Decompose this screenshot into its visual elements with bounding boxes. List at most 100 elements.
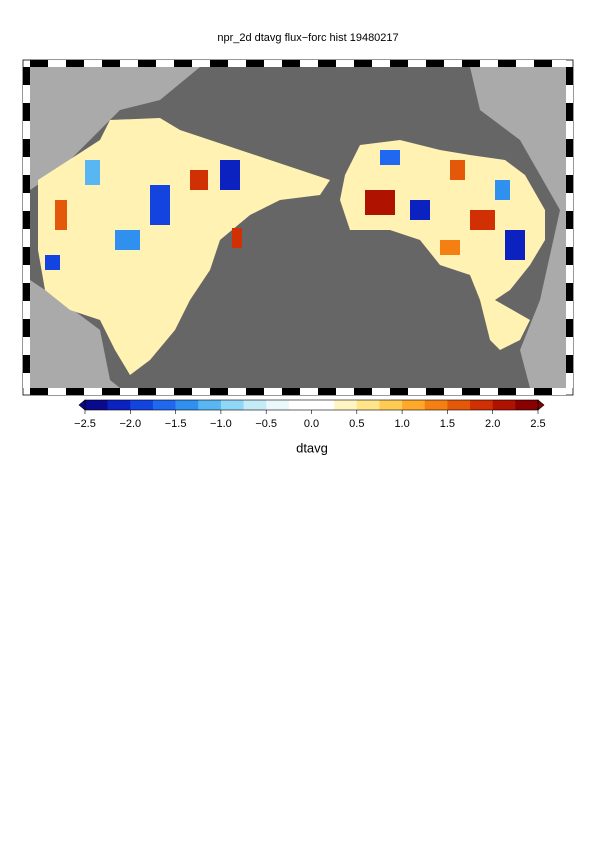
- border-segment: [66, 388, 84, 395]
- border-segment: [498, 60, 516, 67]
- colorbar-tick-label: −1.0: [210, 418, 232, 430]
- border-segment: [566, 373, 573, 388]
- border-segment: [120, 60, 138, 67]
- border-segment: [23, 67, 30, 85]
- border-segment: [566, 175, 573, 193]
- border-segment: [282, 60, 300, 67]
- colorbar-segment: [424, 400, 448, 410]
- border-segment: [23, 175, 30, 193]
- border-segment: [566, 67, 573, 85]
- colorbar-tick-label: 2.5: [530, 418, 545, 430]
- border-segment: [282, 388, 300, 395]
- colorbar-segment: [379, 400, 403, 410]
- data-patches: [45, 150, 525, 270]
- border-segment: [498, 388, 516, 395]
- border-segment: [23, 157, 30, 175]
- border-segment: [354, 388, 372, 395]
- colorbar-segment: [220, 400, 244, 410]
- colorbar-segment: [130, 400, 154, 410]
- border-segment: [23, 373, 30, 388]
- colorbar-segment: [288, 400, 312, 410]
- border-segment: [23, 319, 30, 337]
- border-segment: [444, 388, 462, 395]
- colorbar-segment: [243, 400, 267, 410]
- colorbar-segment: [152, 400, 176, 410]
- border-segment: [156, 388, 174, 395]
- border-segment: [390, 388, 408, 395]
- border-segment: [566, 355, 573, 373]
- border-segment: [138, 388, 156, 395]
- border-segment: [462, 60, 480, 67]
- border-segment: [566, 247, 573, 265]
- colorbar-segment: [198, 400, 222, 410]
- border-segment: [534, 388, 552, 395]
- colorbar-segment: [85, 400, 108, 410]
- border-segment: [552, 388, 566, 395]
- border-segment: [566, 283, 573, 301]
- border-segment: [444, 60, 462, 67]
- colorbar-tick-label: 1.0: [394, 418, 409, 430]
- border-segment: [23, 229, 30, 247]
- border-segment: [300, 388, 318, 395]
- colorbar-tick-label: −0.5: [255, 418, 277, 430]
- colorbar-segment: [447, 400, 471, 410]
- border-segment: [228, 388, 246, 395]
- border-segment: [48, 388, 66, 395]
- border-segment: [23, 211, 30, 229]
- land: [30, 67, 200, 190]
- land: [470, 67, 566, 388]
- border-segment: [462, 388, 480, 395]
- border-segment: [516, 60, 534, 67]
- colorbar-segment: [470, 400, 493, 410]
- border-segment: [264, 388, 282, 395]
- border-segment: [102, 388, 120, 395]
- border-segment: [566, 193, 573, 211]
- border-segment: [566, 337, 573, 355]
- map-border: [23, 60, 573, 395]
- border-segment: [480, 388, 498, 395]
- colorbar-tick-label: −2.0: [119, 418, 141, 430]
- colorbar-tick-label: 0.5: [349, 418, 364, 430]
- colorbar-tick-label: −1.5: [165, 418, 187, 430]
- border-segment: [534, 60, 552, 67]
- border-segment: [23, 247, 30, 265]
- border-segment: [354, 60, 372, 67]
- colorbar-tick-label: 2.0: [485, 418, 500, 430]
- border-segment: [66, 60, 84, 67]
- border-segment: [336, 60, 354, 67]
- border-segment: [566, 157, 573, 175]
- border-segment: [23, 139, 30, 157]
- border-segment: [552, 60, 566, 67]
- border-segment: [566, 211, 573, 229]
- border-segment: [372, 60, 390, 67]
- border-segment: [318, 60, 336, 67]
- border-segment: [318, 388, 336, 395]
- land-data: [38, 118, 330, 375]
- border-segment: [156, 60, 174, 67]
- border-segment: [516, 388, 534, 395]
- colorbar-segment: [175, 400, 199, 410]
- border-segment: [23, 337, 30, 355]
- border-segment: [84, 60, 102, 67]
- colorbar-segment: [402, 400, 426, 410]
- border-segment: [390, 60, 408, 67]
- border-segment: [408, 388, 426, 395]
- border-segment: [566, 103, 573, 121]
- border-segment: [174, 60, 192, 67]
- border-segment: [138, 60, 156, 67]
- colorbar-tick-label: 0.0: [304, 418, 319, 430]
- border-segment: [30, 60, 48, 67]
- border-segment: [23, 355, 30, 373]
- border-segment: [228, 60, 246, 67]
- colorbar-segment: [107, 400, 131, 410]
- colorbar-extend: [78, 399, 86, 411]
- border-segment: [23, 85, 30, 103]
- border-segment: [210, 60, 228, 67]
- border-segment: [566, 229, 573, 247]
- border-segment: [566, 265, 573, 283]
- colorbar-label: dtavg: [296, 440, 328, 455]
- border-segment: [246, 60, 264, 67]
- colorbar-tick-label: −2.5: [74, 418, 96, 430]
- map: [22, 59, 574, 396]
